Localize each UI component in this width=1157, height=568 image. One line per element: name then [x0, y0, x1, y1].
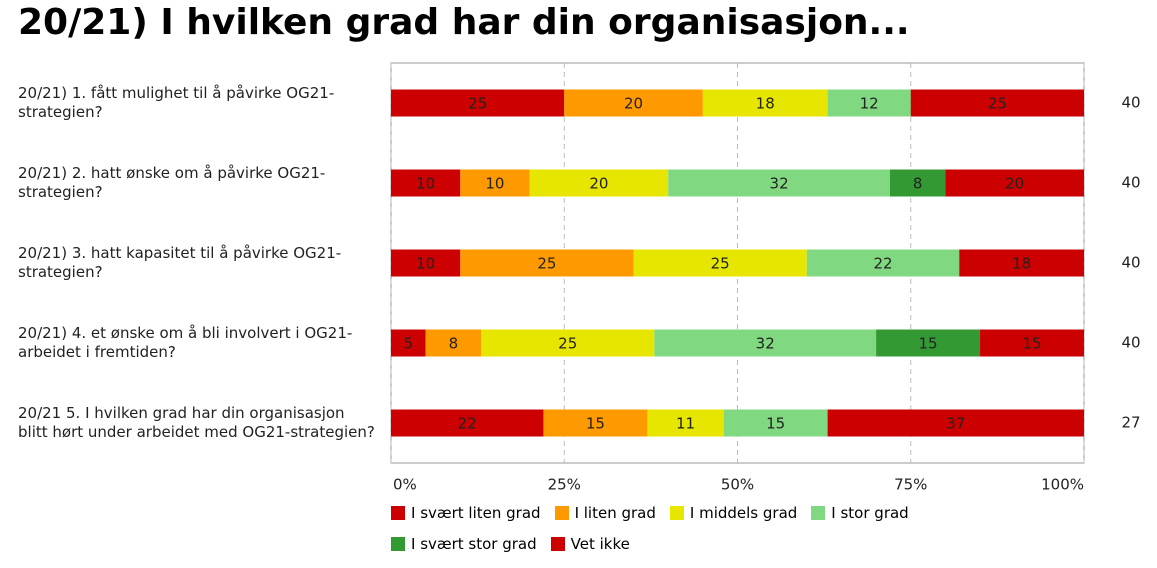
legend-swatch [669, 506, 684, 520]
data-label: 25 [537, 255, 556, 273]
data-label: 20 [589, 175, 608, 193]
bar-segment [529, 169, 669, 197]
chart-title: 20/21) I hvilken grad har din organisasj… [18, 2, 910, 43]
count-label: 40 [1121, 174, 1140, 192]
category-label: 20/21) 2. hatt ønske om å påvirke OG21-s… [18, 164, 326, 201]
legend-swatch [550, 537, 565, 551]
legend-swatch [391, 537, 405, 551]
data-label: 10 [485, 175, 504, 193]
data-label: 11 [676, 415, 695, 433]
data-label: 8 [913, 175, 923, 193]
data-label: 18 [1012, 255, 1031, 273]
bar-segment [647, 409, 724, 437]
legend-swatch [811, 506, 826, 520]
bar-segment [959, 249, 1084, 277]
legend-item: I liten grad [554, 504, 656, 522]
legend-item: I stor grad [811, 504, 909, 522]
data-label: 18 [756, 95, 775, 113]
x-tick-label: 0% [393, 476, 417, 494]
data-label: 25 [988, 95, 1007, 113]
data-label: 20 [624, 95, 643, 113]
count-label: 27 [1121, 414, 1140, 432]
x-tick-label: 50% [721, 476, 754, 494]
bar-segment [654, 329, 877, 357]
bar-segment [460, 169, 530, 197]
category-label: 20/21) 1. fått mulighet til å påvirke OG… [18, 84, 335, 121]
bar-segment [391, 169, 461, 197]
bar-segment [889, 169, 946, 197]
legend-item: I svært liten grad [391, 504, 541, 522]
legend-label: I liten grad [574, 504, 656, 522]
data-label: 15 [1022, 335, 1041, 353]
data-label: 10 [416, 175, 435, 193]
bar-segment [391, 409, 544, 437]
legend-item: I middels grad [669, 504, 798, 522]
plot: 0% 25% 50% 75% 100% 40 25 20 18 12 25 40 10 10 20 32 8 20… [390, 62, 1141, 494]
data-label: 5 [404, 335, 414, 353]
data-label: 12 [860, 95, 879, 113]
bar-segment [723, 409, 828, 437]
count-label: 40 [1121, 254, 1140, 272]
data-label: 8 [449, 335, 459, 353]
bar-segment [391, 89, 565, 117]
bar-segment [910, 89, 1084, 117]
data-label: 20 [1005, 175, 1024, 193]
bar-segment [980, 329, 1084, 357]
data-label: 25 [558, 335, 577, 353]
legend-label: Vet ikke [570, 535, 630, 553]
data-label: 15 [766, 415, 785, 433]
category-label: 20/21) 3. hatt kapasitet til å påvirke O… [18, 244, 342, 281]
x-tick-label: 100% [1041, 476, 1084, 494]
data-label: 15 [586, 415, 605, 433]
x-tick-label: 75% [894, 476, 927, 494]
legend-label: I svært liten grad [411, 504, 541, 522]
bar-segment [391, 249, 461, 277]
legend: I svært liten grad I liten grad I middels … [391, 504, 1011, 553]
bar-segment [564, 89, 703, 117]
legend-label: I middels grad [689, 504, 798, 522]
legend-item: I svært stor grad [391, 535, 537, 553]
data-label: 25 [711, 255, 730, 273]
bar-segment [827, 89, 911, 117]
legend-label: I stor grad [831, 504, 909, 522]
bar-segment [391, 329, 426, 357]
category-label: 20/21 5. I hvilken grad har din organisa… [18, 404, 375, 441]
legend-label: I svært stor grad [411, 535, 537, 553]
data-label: 15 [919, 335, 938, 353]
bar-segment [460, 249, 634, 277]
count-label: 40 [1121, 94, 1140, 112]
bar-segment [543, 409, 648, 437]
data-label: 22 [458, 415, 477, 433]
bar-segment [806, 249, 960, 277]
bar-segment [827, 409, 1084, 437]
legend-item: Vet ikke [550, 535, 630, 553]
data-label: 32 [770, 175, 789, 193]
bar-segment [425, 329, 482, 357]
data-label: 32 [756, 335, 775, 353]
data-label: 22 [873, 255, 892, 273]
x-tick-label: 25% [548, 476, 581, 494]
category-label: 20/21) 4. et ønske om å bli involvert i … [18, 324, 353, 361]
bar-segment [945, 169, 1084, 197]
count-label: 40 [1121, 334, 1140, 352]
bar-segment [668, 169, 890, 197]
bar-segment [633, 249, 807, 277]
bar-segment [876, 329, 981, 357]
legend-swatch [554, 506, 569, 520]
bar-segment [702, 89, 828, 117]
data-label: 37 [946, 415, 965, 433]
data-label: 25 [468, 95, 487, 113]
bar-segment [481, 329, 655, 357]
data-label: 10 [416, 255, 435, 273]
legend-swatch [391, 506, 405, 520]
